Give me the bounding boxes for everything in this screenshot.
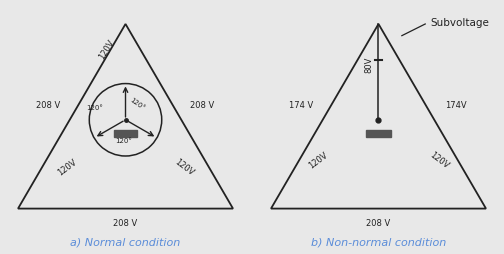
Text: 208 V: 208 V	[36, 101, 60, 110]
Text: 120V: 120V	[173, 158, 195, 178]
Text: 120V: 120V	[97, 38, 116, 61]
Text: 120V: 120V	[428, 151, 451, 171]
Bar	[365, 130, 391, 137]
Text: 120°: 120°	[129, 97, 146, 112]
Text: b) Non-normal condition: b) Non-normal condition	[311, 238, 446, 248]
Text: 208 V: 208 V	[366, 219, 391, 228]
Text: 120°: 120°	[87, 105, 103, 112]
Text: Subvoltage: Subvoltage	[430, 18, 489, 28]
Text: 120V: 120V	[56, 158, 79, 178]
Text: a) Normal condition: a) Normal condition	[71, 238, 180, 248]
Text: 208 V: 208 V	[113, 219, 138, 228]
Text: 174 V: 174 V	[289, 101, 313, 110]
Text: 174V: 174V	[445, 101, 466, 110]
Text: 80V: 80V	[365, 56, 373, 73]
Text: 120°: 120°	[115, 138, 132, 144]
Bar	[114, 130, 137, 137]
Text: 208 V: 208 V	[191, 101, 215, 110]
Text: 120V: 120V	[306, 151, 329, 171]
